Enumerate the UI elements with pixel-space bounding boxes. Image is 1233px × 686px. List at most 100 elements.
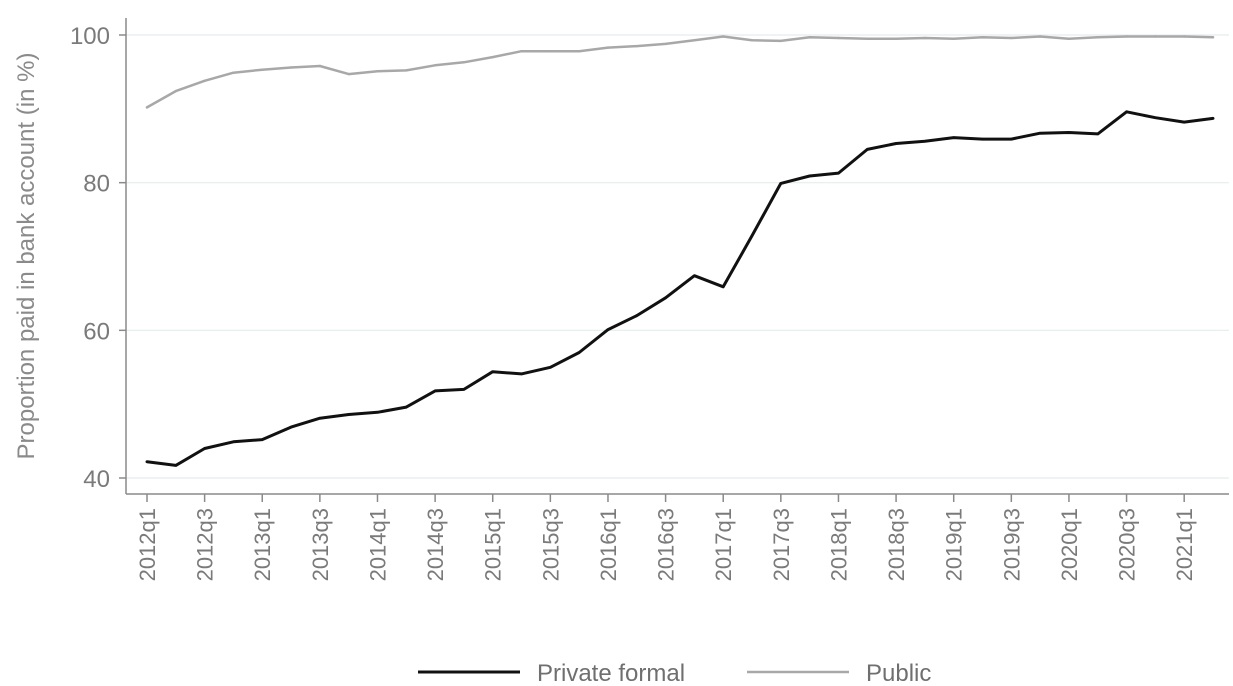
series-line-public bbox=[145, 35, 1215, 109]
x-tick-label-2012q1: 2012q1 bbox=[135, 508, 160, 581]
data-point-public-2012q4 bbox=[232, 71, 235, 74]
data-point-public-2012q1 bbox=[145, 106, 149, 109]
data-point-private-formal-2018q1 bbox=[837, 171, 840, 175]
data-point-private-formal-2012q2 bbox=[174, 464, 177, 467]
data-point-private-formal-2016q3 bbox=[664, 296, 667, 299]
data-point-public-2018q2 bbox=[866, 37, 869, 40]
data-point-public-2019q2 bbox=[981, 36, 984, 39]
data-point-public-2019q3 bbox=[1010, 36, 1013, 40]
data-point-private-formal-2016q4 bbox=[693, 274, 696, 277]
data-point-public-2020q2 bbox=[1096, 36, 1100, 39]
data-point-private-formal-2018q4 bbox=[923, 140, 927, 143]
data-point-public-2015q2 bbox=[520, 50, 523, 53]
data-point-public-2017q3 bbox=[779, 39, 782, 43]
data-point-private-formal-2014q4 bbox=[462, 388, 466, 391]
y-tick-label-80: 80 bbox=[83, 171, 110, 198]
data-point-private-formal-2017q1 bbox=[722, 285, 725, 288]
data-point-private-formal-2017q3 bbox=[779, 182, 782, 185]
data-point-public-2013q2 bbox=[289, 66, 293, 69]
data-point-private-formal-2012q3 bbox=[203, 447, 206, 450]
data-point-public-2017q2 bbox=[750, 39, 754, 42]
x-tick-label-2018q1: 2018q1 bbox=[826, 508, 851, 581]
data-point-public-2021q1 bbox=[1183, 35, 1186, 38]
data-point-public-2016q3 bbox=[664, 42, 667, 46]
x-tick-label-2019q3: 2019q3 bbox=[999, 508, 1024, 581]
data-point-private-formal-2015q4 bbox=[578, 351, 581, 354]
data-point-public-2012q2 bbox=[174, 89, 177, 93]
data-point-private-formal-2021q2 bbox=[1211, 117, 1215, 120]
data-point-public-2013q1 bbox=[261, 68, 264, 71]
series-line-private-formal bbox=[145, 110, 1215, 467]
data-point-private-formal-2020q3 bbox=[1125, 110, 1128, 114]
y-axis-title: Proportion paid in bank account (in %) bbox=[13, 53, 40, 460]
data-point-public-2014q3 bbox=[433, 64, 437, 67]
x-tick-label-2020q3: 2020q3 bbox=[1115, 508, 1140, 581]
x-tick-label-2013q1: 2013q1 bbox=[250, 508, 275, 581]
data-point-private-formal-2014q3 bbox=[433, 389, 437, 393]
data-point-private-formal-2013q1 bbox=[261, 438, 264, 441]
data-point-private-formal-2015q1 bbox=[491, 370, 494, 373]
x-tick-label-2017q3: 2017q3 bbox=[769, 508, 794, 581]
y-tick-label-40: 40 bbox=[83, 466, 110, 493]
data-point-private-formal-2015q3 bbox=[549, 366, 552, 369]
x-tick-label-2016q1: 2016q1 bbox=[596, 508, 621, 581]
data-point-private-formal-2020q4 bbox=[1154, 116, 1157, 119]
data-point-public-2019q4 bbox=[1038, 35, 1042, 38]
data-point-private-formal-2018q2 bbox=[866, 148, 869, 151]
data-point-public-2018q1 bbox=[837, 36, 840, 40]
data-point-public-2020q1 bbox=[1067, 37, 1071, 40]
y-tick-label-60: 60 bbox=[83, 318, 110, 345]
x-tick-label-2016q3: 2016q3 bbox=[654, 508, 679, 581]
axis-layer bbox=[125, 18, 1229, 495]
data-point-public-2013q4 bbox=[347, 72, 350, 76]
data-point-public-2013q3 bbox=[318, 64, 322, 68]
data-point-private-formal-2021q1 bbox=[1183, 120, 1186, 124]
legend-label-public: Public bbox=[866, 660, 931, 686]
series-public bbox=[145, 35, 1215, 109]
y-ticks: 40 60 80 100 bbox=[70, 23, 126, 493]
data-point-private-formal-2019q1 bbox=[952, 136, 955, 139]
x-tick-label-2019q1: 2019q1 bbox=[942, 508, 967, 581]
x-tick-label-2021q1: 2021q1 bbox=[1172, 508, 1197, 581]
data-point-private-formal-2017q2 bbox=[750, 234, 754, 237]
data-point-private-formal-2019q4 bbox=[1038, 132, 1042, 135]
data-point-private-formal-2012q1 bbox=[145, 460, 149, 463]
data-point-public-2014q1 bbox=[376, 70, 379, 73]
x-tick-label-2013q3: 2013q3 bbox=[308, 508, 333, 581]
legend-label-private-formal: Private formal bbox=[537, 660, 685, 686]
data-point-public-2016q1 bbox=[606, 46, 610, 49]
data-point-private-formal-2020q2 bbox=[1096, 132, 1100, 136]
data-point-private-formal-2016q2 bbox=[635, 314, 638, 317]
data-point-private-formal-2014q2 bbox=[405, 405, 408, 409]
x-tick-label-2015q1: 2015q1 bbox=[481, 508, 506, 581]
x-tick-label-2018q3: 2018q3 bbox=[884, 508, 909, 581]
data-point-private-formal-2013q3 bbox=[318, 417, 322, 420]
data-point-public-2012q3 bbox=[203, 79, 206, 83]
data-point-private-formal-2019q2 bbox=[981, 137, 984, 141]
data-point-private-formal-2016q1 bbox=[606, 328, 610, 331]
data-point-private-formal-2017q4 bbox=[808, 174, 811, 178]
data-point-public-2016q2 bbox=[635, 44, 638, 48]
x-tick-label-2020q1: 2020q1 bbox=[1057, 508, 1082, 581]
data-point-private-formal-2015q2 bbox=[520, 372, 523, 376]
grid-layer bbox=[126, 34, 1229, 479]
data-point-public-2021q2 bbox=[1211, 36, 1215, 39]
data-point-public-2015q1 bbox=[491, 55, 494, 59]
data-point-private-formal-2018q3 bbox=[894, 142, 898, 145]
data-point-private-formal-2014q1 bbox=[376, 411, 379, 414]
x-tick-label-2015q3: 2015q3 bbox=[538, 508, 563, 581]
data-point-private-formal-2020q1 bbox=[1067, 131, 1071, 134]
x-tick-label-2014q1: 2014q1 bbox=[365, 508, 390, 581]
data-point-public-2018q4 bbox=[923, 36, 927, 40]
data-point-private-formal-2019q3 bbox=[1010, 137, 1013, 141]
data-point-public-2014q4 bbox=[462, 61, 466, 64]
data-point-public-2017q1 bbox=[722, 35, 725, 38]
data-point-public-2014q2 bbox=[405, 69, 408, 72]
data-point-public-2015q3 bbox=[549, 50, 552, 53]
data-point-public-2016q4 bbox=[693, 39, 696, 42]
data-point-public-2020q3 bbox=[1125, 35, 1128, 38]
legend: Private formal Public bbox=[418, 660, 931, 686]
data-point-private-formal-2012q4 bbox=[232, 440, 235, 443]
data-point-public-2019q1 bbox=[952, 37, 955, 40]
